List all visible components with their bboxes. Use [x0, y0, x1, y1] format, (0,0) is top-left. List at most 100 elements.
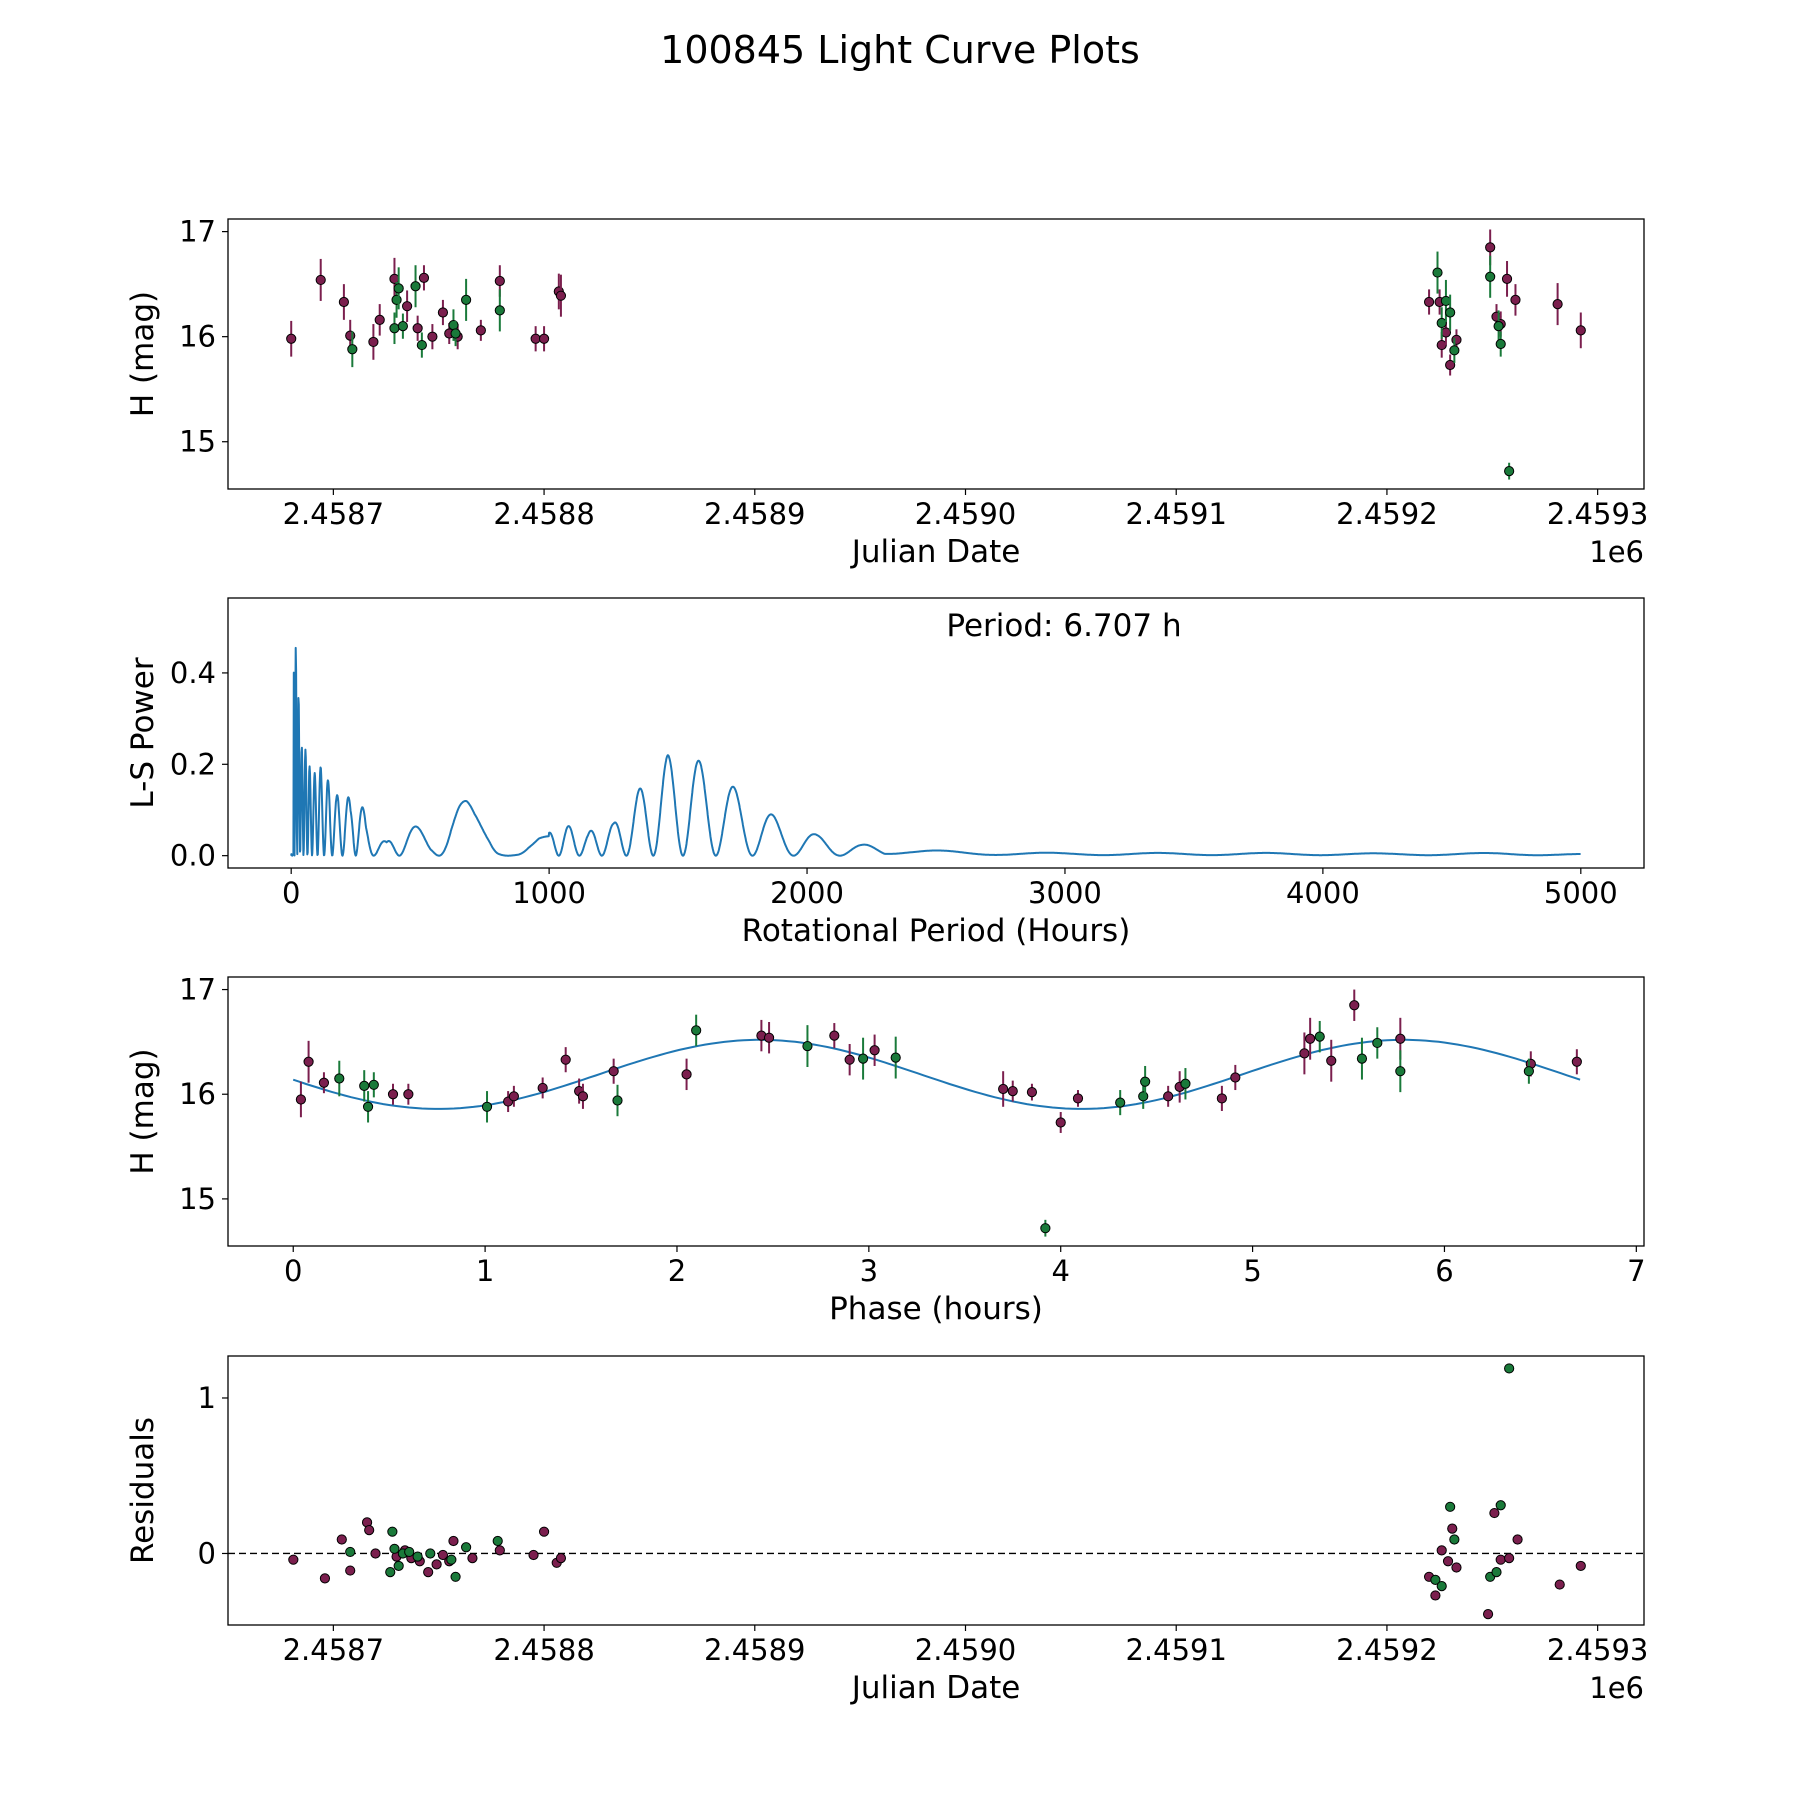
- figure-title: 100845 Light Curve Plots: [660, 28, 1140, 72]
- data-point: [1575, 325, 1586, 336]
- data-point: [1138, 1091, 1149, 1102]
- data-point: [1326, 1055, 1337, 1066]
- data-point: [450, 1571, 461, 1582]
- data-point: [1430, 1590, 1441, 1601]
- phased-lightcurve-panel: 0 1 2 3 4 5 6 7 15 16 17 Phase (hours) H (mag): [125, 973, 1646, 1327]
- data-point: [319, 1573, 331, 1584]
- data-point: [288, 1554, 299, 1565]
- data-point: [1395, 1033, 1406, 1044]
- axes-frame: [227, 218, 1645, 490]
- x-tick-label: 4000: [1286, 876, 1360, 910]
- data-point: [391, 294, 402, 305]
- period-annotation: Period: 6.707 h: [946, 608, 1181, 644]
- data-point: [1482, 1609, 1494, 1620]
- data-point: [397, 321, 408, 332]
- data-point: [374, 314, 385, 325]
- data-point: [608, 1066, 619, 1077]
- data-point: [1007, 1085, 1018, 1097]
- data-point: [1451, 1562, 1462, 1573]
- data-point: [844, 1054, 855, 1065]
- data-point: [403, 1089, 414, 1100]
- x-axis-label: Julian Date: [850, 1670, 1021, 1706]
- data-point: [1395, 1066, 1406, 1077]
- data-point: [555, 1553, 567, 1564]
- data-point: [286, 333, 297, 344]
- data-point: [528, 1549, 539, 1561]
- data-point: [393, 283, 404, 294]
- x-tick-label: 4: [1051, 1254, 1069, 1288]
- data-point: [1026, 1087, 1038, 1098]
- data-point: [681, 1069, 692, 1080]
- data-point: [1349, 1000, 1360, 1011]
- x-tick-label: 7: [1627, 1254, 1645, 1288]
- data-point: [1495, 1500, 1506, 1511]
- data-point: [1436, 1581, 1447, 1592]
- axes-frame: [227, 976, 1645, 1247]
- x-axis-label: Julian Date: [850, 534, 1021, 570]
- x-tick-label: 2.4587: [283, 1633, 384, 1667]
- data-point: [1504, 1553, 1515, 1564]
- y-tick-label: 0: [198, 1536, 216, 1570]
- data-point: [1115, 1097, 1126, 1108]
- data-point: [1423, 296, 1435, 308]
- data-point: [1485, 271, 1496, 282]
- x-tick-label: 1000: [512, 876, 586, 910]
- data-point: [364, 1525, 375, 1536]
- data-point: [537, 1082, 548, 1094]
- y-tick-label: 17: [179, 215, 216, 249]
- y-axis-label: H (mag): [125, 1048, 161, 1174]
- data-point: [412, 323, 423, 334]
- y-tick-label: 1: [198, 1381, 216, 1415]
- data-point: [829, 1030, 840, 1041]
- data-point: [437, 307, 449, 318]
- data-point: [315, 274, 326, 286]
- x-tick-label: 5000: [1544, 876, 1618, 910]
- data-point: [1504, 1363, 1515, 1374]
- y-tick-label: 17: [179, 973, 216, 1007]
- y-tick-label: 0.4: [170, 656, 216, 690]
- data-point: [402, 301, 413, 312]
- data-point: [1163, 1091, 1174, 1102]
- data-point: [890, 1052, 901, 1063]
- x-tick-label: 2.4591: [1125, 1633, 1226, 1667]
- data-point: [1072, 1093, 1084, 1104]
- data-point: [1491, 1567, 1502, 1578]
- data-point: [1554, 1579, 1565, 1590]
- residuals-panel: 2.4587 2.4588 2.4589 2.4590 2.4591 2.4592 2.45…: [125, 1355, 1648, 1706]
- data-point: [538, 333, 550, 344]
- data-point: [1140, 1076, 1151, 1087]
- data-point: [1575, 1560, 1586, 1572]
- data-point: [345, 1546, 356, 1558]
- data-point: [1436, 317, 1447, 329]
- data-point: [1510, 294, 1521, 305]
- data-point: [1445, 1501, 1456, 1512]
- data-point: [1445, 359, 1456, 371]
- data-point: [1571, 1056, 1582, 1067]
- data-point: [1445, 307, 1456, 318]
- data-point: [461, 294, 472, 305]
- data-point: [345, 1565, 356, 1576]
- data-point: [691, 1025, 702, 1036]
- x-tick-label: 2.4590: [915, 1633, 1016, 1667]
- x-tick-label: 2.4593: [1547, 1633, 1648, 1667]
- data-point: [857, 1053, 869, 1064]
- data-point: [418, 272, 430, 283]
- data-point: [1180, 1078, 1191, 1089]
- data-point: [1372, 1037, 1383, 1049]
- x-tick-label: 2.4589: [704, 497, 805, 531]
- data-point: [347, 344, 358, 355]
- data-point: [1055, 1117, 1066, 1128]
- axes-frame: [227, 597, 1645, 869]
- x-tick-label: 2.4592: [1336, 1633, 1437, 1667]
- data-point: [334, 1073, 345, 1084]
- y-axis-label: Residuals: [125, 1417, 161, 1564]
- data-point: [1299, 1048, 1310, 1059]
- data-point: [1430, 1574, 1441, 1586]
- x-tick-label: 2.4590: [915, 497, 1016, 531]
- data-point: [427, 331, 438, 342]
- data-point: [1305, 1033, 1316, 1044]
- data-point: [393, 1560, 404, 1572]
- data-point: [345, 330, 356, 341]
- data-point: [1449, 1534, 1460, 1545]
- data-point: [446, 1554, 457, 1565]
